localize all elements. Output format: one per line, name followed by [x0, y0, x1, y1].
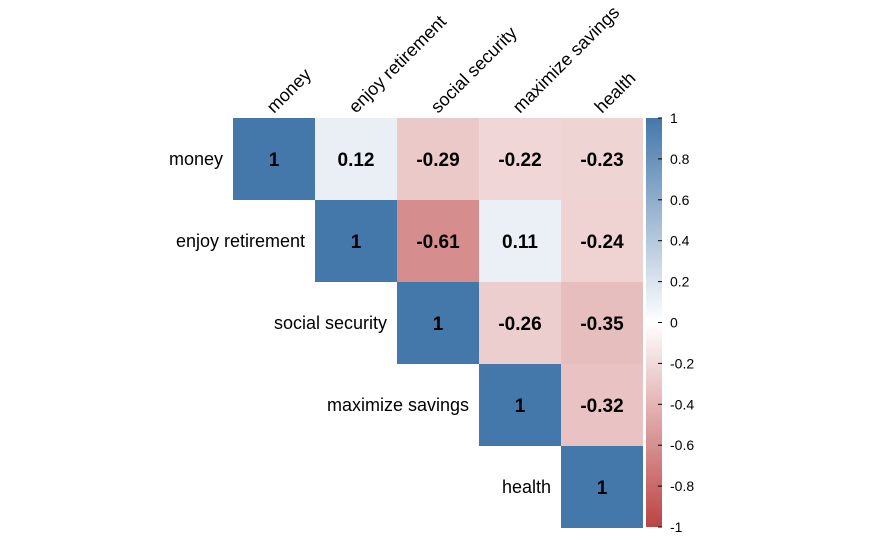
cell-value-label: -0.26	[498, 314, 541, 335]
colorbar-tick-label: -0.2	[670, 355, 694, 371]
colorbar-tick-label: 0.2	[670, 274, 690, 290]
heatmap-cell-1-4	[561, 200, 643, 282]
colorbar-tick-label: 0.8	[670, 151, 690, 167]
cell-value-label: 0.12	[338, 150, 375, 171]
cell-value-label: 1	[269, 150, 280, 171]
heatmap-cell-0-0	[233, 118, 315, 200]
cell-value-label: 1	[597, 478, 608, 499]
row-label: social security	[274, 313, 387, 333]
heatmap-cell-0-1	[315, 118, 397, 200]
column-label: health	[591, 68, 640, 117]
cell-value-label: -0.22	[498, 150, 541, 171]
heatmap-cell-1-3	[479, 200, 561, 282]
colorbar-tick-label: -1	[670, 519, 683, 535]
cell-value-label: -0.23	[580, 150, 623, 171]
colorbar-tick-label: 0.6	[670, 192, 690, 208]
heatmap-cell-4-4	[561, 446, 643, 528]
heatmap-cell-0-2	[397, 118, 479, 200]
colorbar-tick-label: 1	[670, 110, 678, 126]
cell-value-label: 1	[515, 396, 526, 417]
colorbar-tick-label: -0.6	[670, 437, 694, 453]
colorbar: 1 0.8 0.6 0.4 0.2 0 -0.2 -0.4 -0.6 -0.8 -1	[646, 110, 694, 535]
heatmap-cell-0-4	[561, 118, 643, 200]
colorbar-tick-label: -0.8	[670, 478, 694, 494]
row-label: health	[502, 477, 551, 497]
cell-value-label: -0.32	[580, 396, 623, 417]
cell-value-label: 1	[433, 314, 444, 335]
cell-value-label: -0.61	[416, 232, 460, 253]
colorbar-tick-label: 0	[670, 315, 678, 331]
cell-value-label: -0.35	[580, 314, 624, 335]
colorbar-tick-label: 0.4	[670, 233, 690, 249]
heatmap-cell-2-4	[561, 282, 643, 364]
cells-layer	[233, 118, 643, 528]
heatmap-cell-0-3	[479, 118, 561, 200]
colorbar-tick-label: -0.4	[670, 396, 694, 412]
cell-value-label: -0.29	[416, 150, 459, 171]
heatmap-cell-3-4	[561, 364, 643, 446]
column-label: social security	[427, 23, 521, 117]
colorbar-gradient	[646, 118, 662, 527]
row-label: enjoy retirement	[176, 231, 305, 251]
cell-value-label: 1	[351, 232, 362, 253]
heatmap-cell-2-3	[479, 282, 561, 364]
cell-value-label: -0.24	[580, 232, 624, 253]
cell-value-label: 0.11	[502, 232, 538, 253]
heatmap-cell-3-3	[479, 364, 561, 446]
row-label: money	[169, 149, 223, 169]
heatmap-cell-2-2	[397, 282, 479, 364]
heatmap-cell-1-1	[315, 200, 397, 282]
column-label: money	[263, 64, 315, 116]
heatmap-cell-1-2	[397, 200, 479, 282]
row-label: maximize savings	[327, 395, 469, 415]
